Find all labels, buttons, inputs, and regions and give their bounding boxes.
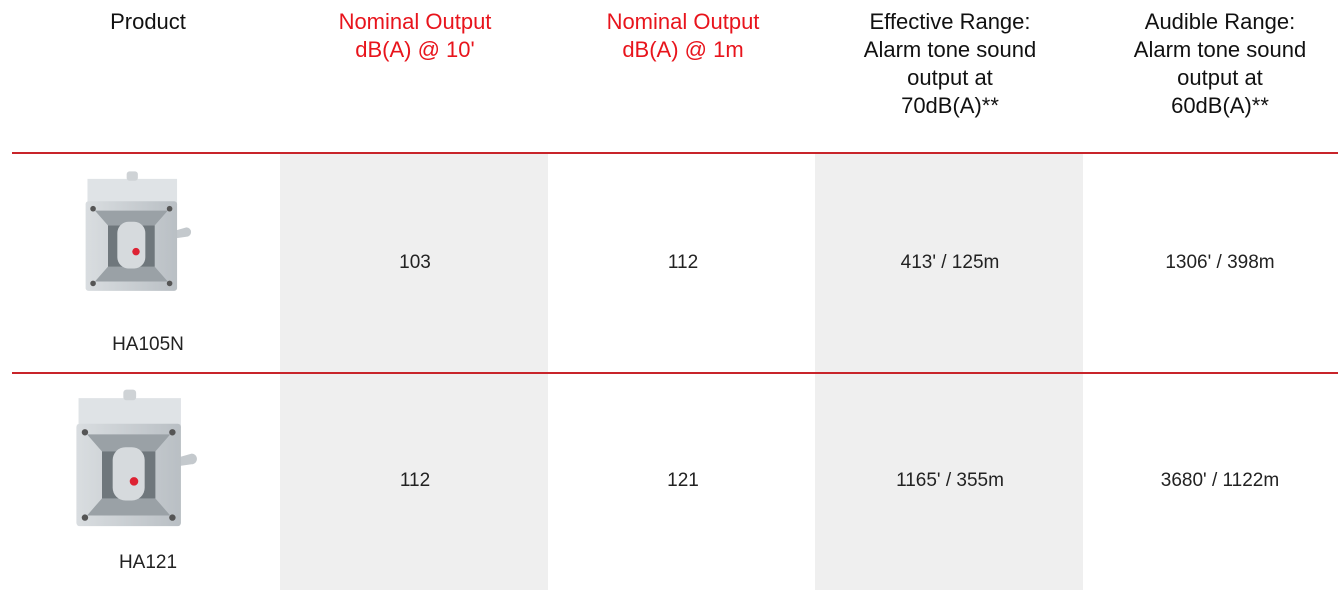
value-cell: 112 (280, 470, 550, 492)
header-line: Audible Range: (1085, 8, 1338, 36)
header-line: dB(A) @ 10' (280, 36, 550, 64)
header-line: output at (1085, 64, 1338, 92)
siren-icon (70, 378, 198, 542)
row-divider (12, 152, 1338, 154)
header-cell: Product (13, 8, 283, 36)
header-line: 70dB(A)** (815, 92, 1085, 120)
value-cell: 1165' / 355m (815, 470, 1085, 492)
header-line: output at (815, 64, 1085, 92)
header-line: dB(A) @ 1m (548, 36, 818, 64)
value-cell: 112 (548, 252, 818, 274)
header-line: Effective Range: (815, 8, 1085, 36)
product-name: HA105N (13, 334, 283, 356)
header-line: Alarm tone sound (1085, 36, 1338, 64)
value-cell: 1306' / 398m (1085, 252, 1338, 274)
header-line: Product (13, 8, 283, 36)
product-image (80, 158, 192, 313)
value-cell: 3680' / 1122m (1085, 470, 1338, 492)
header-line: Alarm tone sound (815, 36, 1085, 64)
product-name: HA121 (13, 552, 283, 574)
header-line: Nominal Output (280, 8, 550, 36)
siren-icon (80, 158, 192, 308)
header-line: 60dB(A)** (1085, 92, 1338, 120)
header-line: Nominal Output (548, 8, 818, 36)
value-cell: 121 (548, 470, 818, 492)
row-divider (12, 372, 1338, 374)
value-cell: 413' / 125m (815, 252, 1085, 274)
product-table: ProductNominal OutputdB(A) @ 10'Nominal … (0, 0, 1338, 590)
product-image (70, 378, 198, 547)
value-cell: 103 (280, 252, 550, 274)
